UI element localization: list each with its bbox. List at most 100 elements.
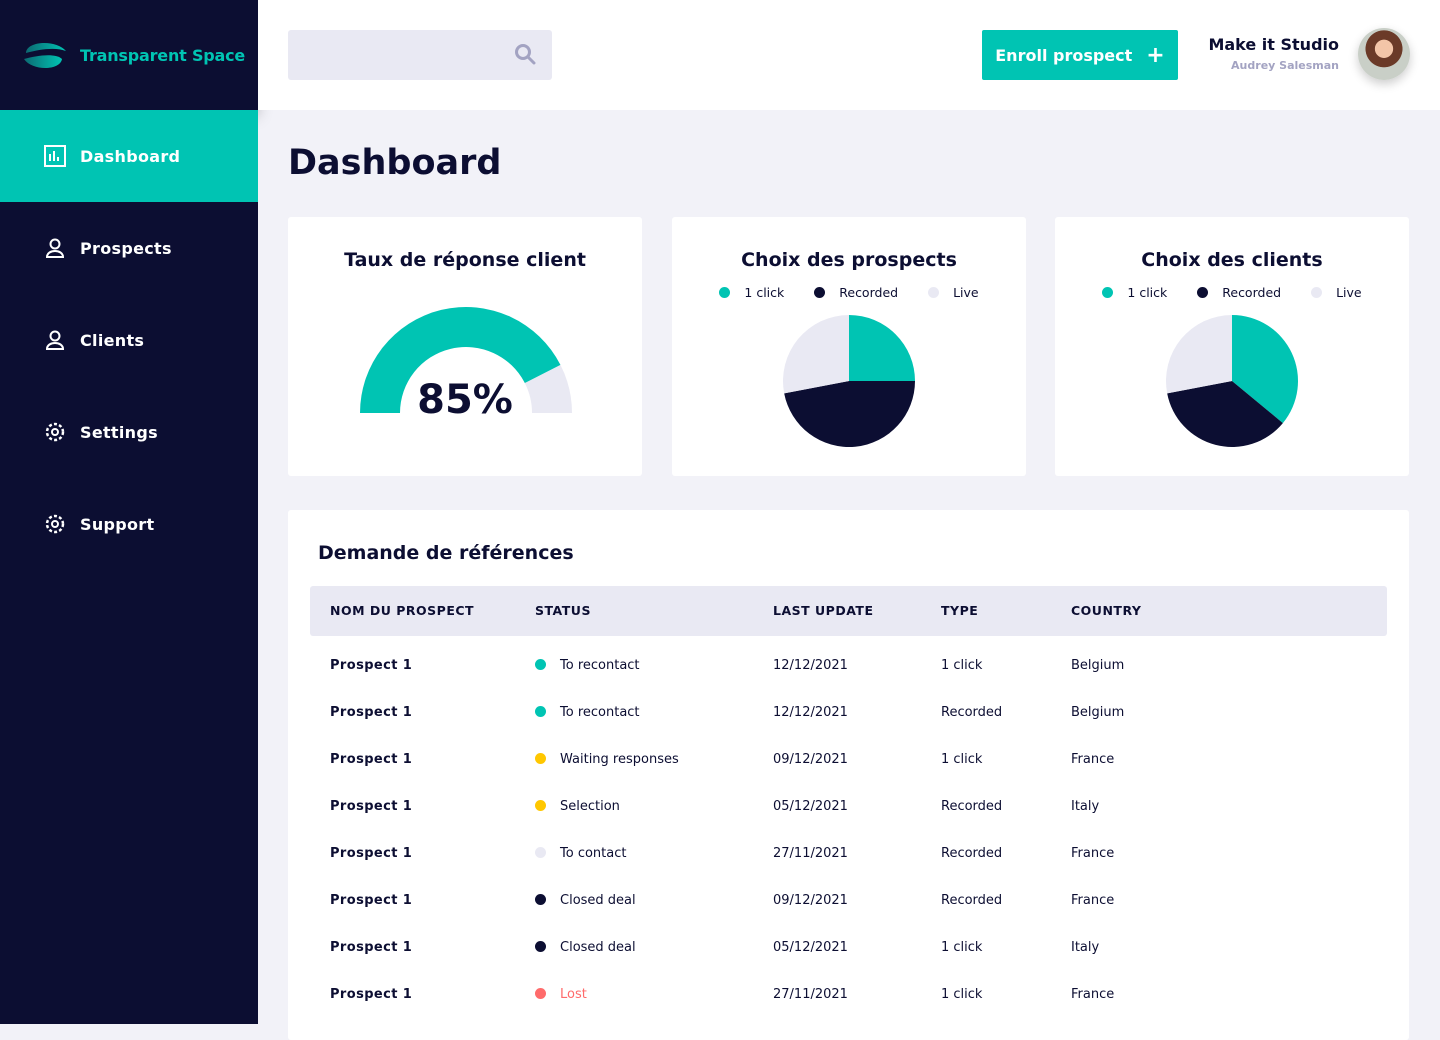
legend-item: Live (928, 285, 979, 300)
sidebar-item-label: Support (80, 514, 155, 534)
table-row[interactable]: Prospect 1 To contact 27/11/2021 Recorde… (310, 830, 1387, 877)
user-icon (45, 238, 65, 258)
card-title: Taux de réponse client (344, 249, 586, 271)
sidebar-item-settings[interactable]: Settings (0, 386, 258, 478)
logo[interactable]: Transparent Space (0, 0, 258, 110)
status: Lost (535, 971, 587, 1018)
search-input[interactable] (288, 30, 552, 80)
table-row[interactable]: Prospect 1 Closed deal 09/12/2021 Record… (310, 877, 1387, 924)
legend-item: 1 click (1102, 285, 1167, 300)
prospect-name: Prospect 1 (330, 799, 413, 814)
prospect-name: Prospect 1 (330, 940, 413, 955)
type: 1 click (941, 658, 983, 673)
search-icon[interactable] (514, 43, 536, 65)
status-label: To recontact (560, 705, 640, 720)
status-label: Selection (560, 799, 620, 814)
card-title: Choix des prospects (741, 249, 957, 271)
status: Selection (535, 783, 620, 830)
app-name: Transparent Space (80, 45, 246, 65)
status-label: To recontact (560, 658, 640, 673)
status-dot (535, 659, 546, 670)
prospects-pie-card: Choix des prospects 1 click Recorded Liv… (672, 217, 1026, 476)
type: Recorded (941, 799, 1003, 814)
last-update: 09/12/2021 (773, 752, 848, 767)
status: Closed deal (535, 924, 636, 971)
last-update: 05/12/2021 (773, 799, 848, 814)
chart-icon (44, 145, 66, 167)
user-icon (45, 330, 65, 350)
type: Recorded (941, 705, 1003, 720)
country: France (1071, 987, 1115, 1002)
prospect-name: Prospect 1 (330, 893, 413, 908)
logo-icon (24, 42, 66, 68)
pie-slice-live (783, 315, 849, 394)
type: 1 click (941, 987, 983, 1002)
table-row[interactable]: Prospect 1 Closed deal 05/12/2021 1 clic… (310, 924, 1387, 971)
table-row[interactable]: Prospect 1 To recontact 12/12/2021 1 cli… (310, 642, 1387, 689)
sidebar-item-label: Clients (80, 330, 145, 350)
sidebar-item-prospects[interactable]: Prospects (0, 202, 258, 294)
sidebar: Transparent Space Dashboard Prospects Cl… (0, 0, 258, 1024)
column-header[interactable]: STATUS (535, 603, 591, 618)
sidebar-item-clients[interactable]: Clients (0, 294, 258, 386)
status-dot (535, 988, 546, 999)
country: Belgium (1071, 658, 1125, 673)
country: Belgium (1071, 705, 1125, 720)
pie-chart (783, 315, 915, 447)
last-update: 27/11/2021 (773, 846, 848, 861)
country: Italy (1071, 940, 1100, 955)
pie-slice-1-click (849, 315, 915, 381)
avatar[interactable] (1358, 28, 1410, 80)
table-row[interactable]: Prospect 1 Waiting responses 09/12/2021 … (310, 736, 1387, 783)
enroll-prospect-button[interactable]: Enroll prospect + (982, 30, 1178, 80)
status-dot (535, 941, 546, 952)
status-label: Lost (560, 987, 587, 1002)
legend: 1 click Recorded Live (1055, 285, 1409, 300)
sidebar-item-label: Dashboard (80, 146, 181, 166)
status-label: Closed deal (560, 893, 636, 908)
table-row[interactable]: Prospect 1 To recontact 12/12/2021 Recor… (310, 689, 1387, 736)
country: France (1071, 893, 1115, 908)
type: Recorded (941, 893, 1003, 908)
status-dot (535, 894, 546, 905)
pie-slice-recorded (784, 381, 915, 447)
status-dot (535, 847, 546, 858)
type: 1 click (941, 940, 983, 955)
last-update: 05/12/2021 (773, 940, 848, 955)
status: To recontact (535, 642, 640, 689)
country: Italy (1071, 799, 1100, 814)
gauge-fill (360, 307, 561, 413)
sidebar-item-dashboard[interactable]: Dashboard (0, 110, 258, 202)
page-title: Dashboard (288, 143, 502, 183)
column-header[interactable]: TYPE (941, 603, 979, 618)
prospect-name: Prospect 1 (330, 658, 413, 673)
table-row[interactable]: Prospect 1 Selection 05/12/2021 Recorded… (310, 783, 1387, 830)
legend-item: Recorded (1197, 285, 1281, 300)
topbar: Enroll prospect + Make it Studio Audrey S… (258, 0, 1440, 110)
status: To contact (535, 830, 626, 877)
enroll-label: Enroll prospect (995, 45, 1133, 65)
column-header[interactable]: NOM DU PROSPECT (330, 603, 475, 618)
column-header[interactable]: COUNTRY (1071, 603, 1142, 618)
prospect-name: Prospect 1 (330, 752, 413, 767)
last-update: 09/12/2021 (773, 893, 848, 908)
status-label: Waiting responses (560, 752, 679, 767)
status-dot (535, 706, 546, 717)
legend-item: 1 click (719, 285, 784, 300)
table-header: NOM DU PROSPECT STATUS LAST UPDATE TYPE … (310, 586, 1387, 636)
country: France (1071, 846, 1115, 861)
pie-slice-recorded (1167, 381, 1283, 447)
sidebar-item-label: Prospects (80, 238, 172, 258)
user-name: Audrey Salesman (1231, 59, 1339, 72)
status-label: Closed deal (560, 940, 636, 955)
legend-item: Live (1311, 285, 1362, 300)
prospect-name: Prospect 1 (330, 987, 413, 1002)
gear-icon (45, 422, 65, 442)
sidebar-item-support[interactable]: Support (0, 478, 258, 570)
column-header[interactable]: LAST UPDATE (773, 603, 874, 618)
table-row[interactable]: Prospect 1 Lost 27/11/2021 1 click Franc… (310, 971, 1387, 1018)
gauge-value: 85% (417, 377, 513, 423)
status-dot (535, 753, 546, 764)
plus-icon: + (1146, 42, 1165, 68)
pie-chart (1166, 315, 1298, 447)
